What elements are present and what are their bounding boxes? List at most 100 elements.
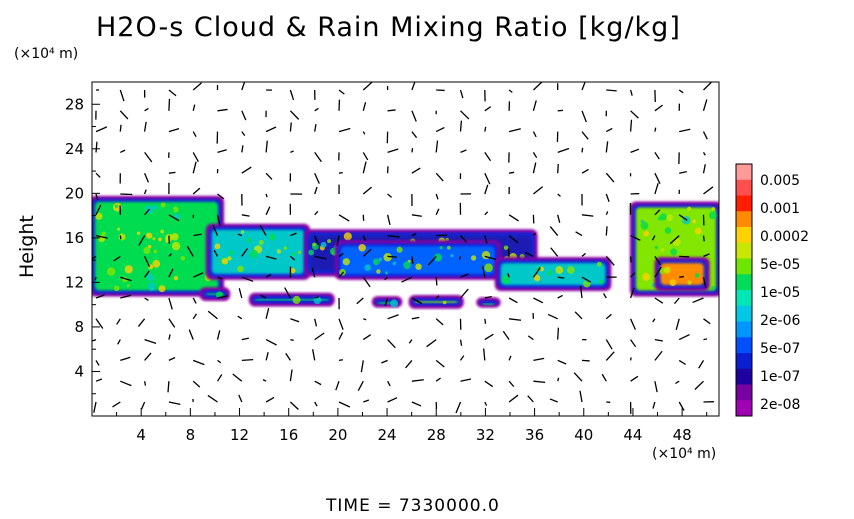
wind-vector — [654, 256, 662, 266]
cloud-cell — [555, 266, 564, 274]
wind-vector — [549, 398, 558, 403]
cloud-cell — [687, 280, 692, 285]
cloud-cell — [160, 229, 165, 234]
wind-vector — [484, 295, 492, 299]
wind-vector — [435, 295, 440, 299]
chart-title: H2O-s Cloud & Rain Mixing Ratio [kg/kg] — [96, 12, 681, 43]
wind-vector — [557, 294, 563, 299]
cloud-cell — [676, 246, 684, 255]
wind-vector — [137, 318, 146, 327]
wind-vector — [192, 272, 204, 278]
colorbar-swatch — [736, 368, 752, 385]
wind-vector — [435, 277, 438, 286]
wind-vector — [116, 318, 121, 325]
wind-vector — [113, 255, 121, 262]
wind-vector — [692, 297, 704, 304]
cloud-cell — [146, 232, 153, 239]
wind-vector — [678, 333, 690, 341]
wind-vector — [289, 122, 292, 132]
wind-vector — [95, 141, 98, 153]
wind-vector — [143, 189, 147, 195]
wind-vector — [338, 359, 344, 362]
cloud-cell — [364, 264, 371, 271]
wind-vector — [94, 277, 97, 281]
wind-vector — [678, 214, 688, 221]
colorbar-swatch — [736, 227, 752, 244]
cloud-cell — [533, 274, 541, 282]
cloud-cell — [669, 279, 677, 286]
cloud-cell — [118, 233, 126, 241]
wind-vector — [547, 313, 558, 320]
cloud-cell — [501, 275, 511, 285]
cloud-cell — [692, 219, 697, 224]
wind-vector — [314, 235, 319, 246]
wind-vector — [484, 333, 494, 341]
cloud-cell — [276, 249, 282, 254]
wind-vector — [362, 276, 371, 288]
wind-vector — [411, 401, 422, 407]
wind-vector — [265, 352, 269, 361]
cloud-cell — [503, 245, 509, 250]
wind-vector — [241, 214, 250, 217]
wind-vector — [338, 253, 344, 257]
y-tick-label: 16 — [65, 229, 84, 247]
wind-vector — [533, 380, 546, 384]
cloud-cell — [339, 268, 346, 276]
wind-vector — [630, 318, 636, 330]
wind-vector — [259, 224, 267, 236]
wind-vector — [679, 255, 690, 258]
colorbar-swatch — [736, 211, 752, 228]
cloud-core — [414, 300, 458, 303]
cloud-cell — [708, 211, 717, 220]
cloud-cell — [147, 275, 155, 282]
wind-vector — [507, 248, 510, 257]
cloud-cell — [446, 245, 451, 250]
wind-vector — [95, 318, 104, 329]
wind-vector — [314, 152, 322, 163]
cloud-cell — [596, 261, 602, 267]
wind-vector — [460, 110, 470, 120]
wind-vector — [459, 89, 464, 99]
cloud-cell — [470, 255, 477, 261]
wind-vector — [168, 356, 176, 361]
wind-vector — [678, 401, 685, 411]
wind-vector — [265, 273, 272, 278]
wind-vector — [669, 235, 680, 245]
wind-vector — [405, 359, 413, 369]
wind-vector — [484, 255, 497, 260]
wind-vector — [338, 332, 344, 340]
cloud-cell — [237, 265, 244, 273]
wind-vector — [508, 235, 519, 244]
wind-vector — [338, 401, 351, 408]
wind-vector-field — [92, 82, 715, 414]
wind-vector — [213, 249, 219, 257]
wind-vector — [120, 149, 126, 153]
wind-vector — [581, 359, 590, 362]
wind-vector — [93, 401, 97, 413]
wind-vector — [363, 399, 370, 403]
wind-vector — [581, 147, 584, 153]
colorbar-label: 1e-05 — [760, 285, 801, 301]
wind-vector — [630, 235, 641, 241]
wind-vector — [338, 271, 345, 278]
wind-vector — [605, 226, 608, 236]
cloud-cell — [171, 233, 179, 241]
wind-vector — [411, 148, 414, 153]
cloud-core — [482, 303, 495, 306]
wind-vector — [678, 89, 684, 94]
wind-vector — [459, 355, 465, 361]
wind-vector — [702, 164, 706, 174]
wind-vector — [387, 314, 399, 320]
wind-vector — [143, 121, 147, 132]
wind-vector — [527, 335, 534, 341]
wind-vector — [238, 288, 243, 299]
wind-vector — [557, 147, 570, 154]
wind-vector — [435, 208, 440, 216]
wind-vector — [381, 359, 388, 364]
wind-vector — [290, 150, 294, 153]
wind-vector — [314, 255, 327, 260]
wind-vector — [232, 373, 243, 382]
wind-vector — [508, 128, 521, 133]
wind-vector — [605, 351, 615, 361]
colorbar-swatch — [736, 290, 752, 307]
